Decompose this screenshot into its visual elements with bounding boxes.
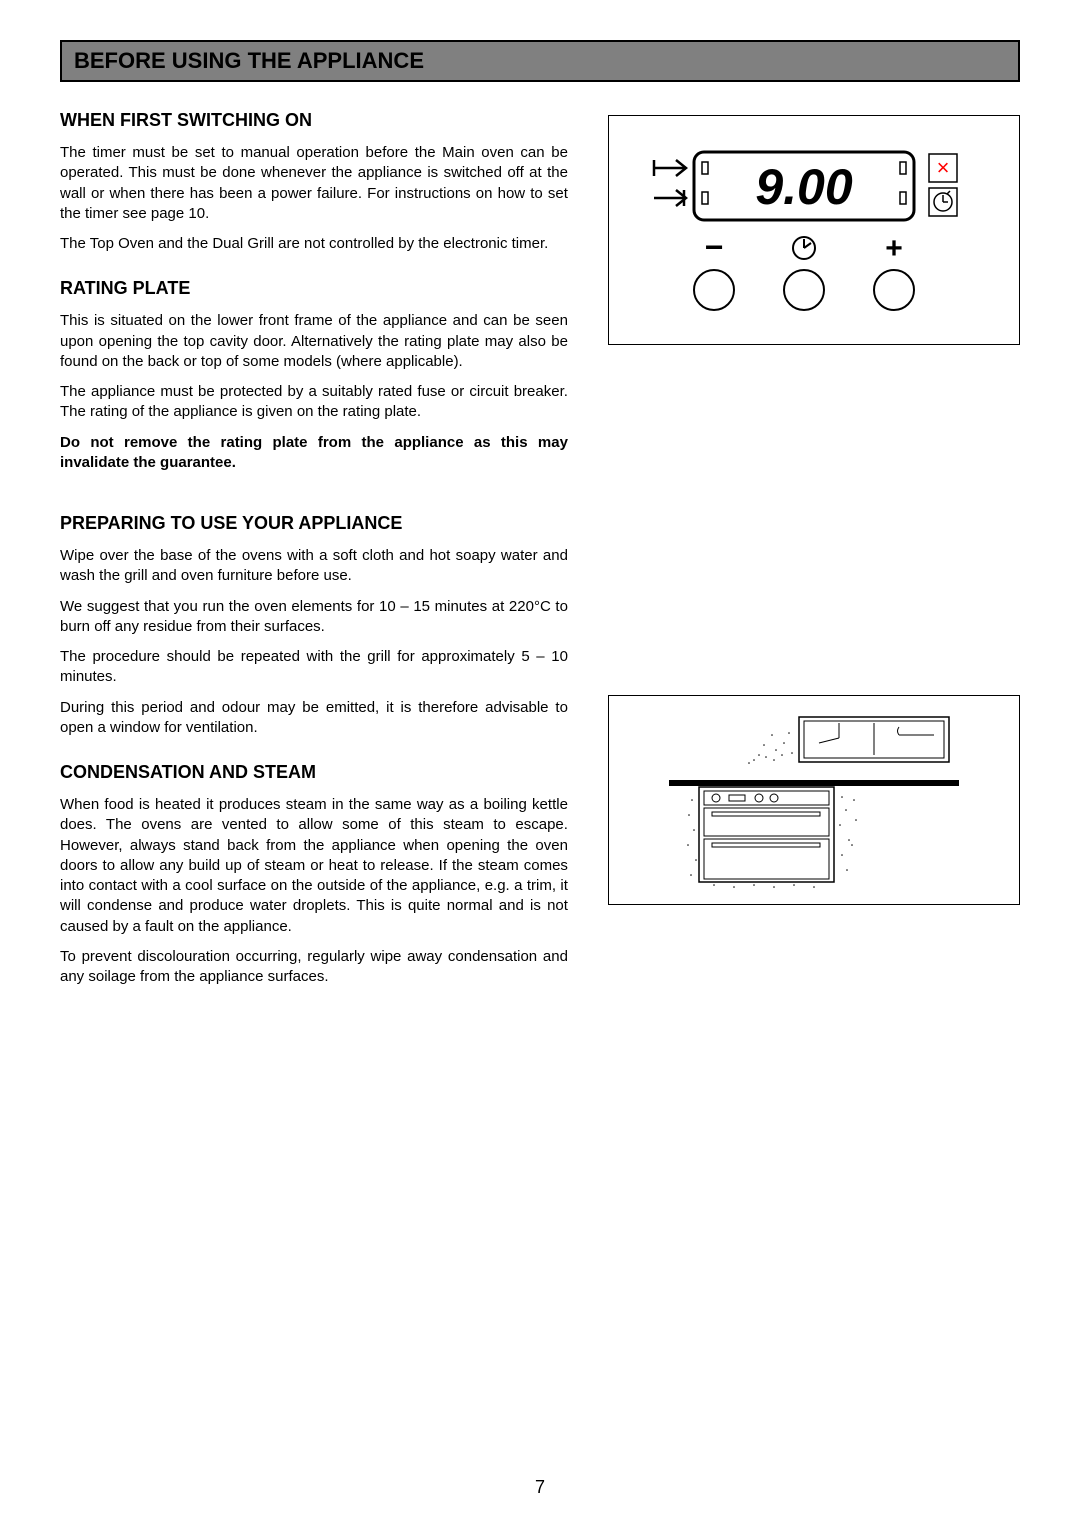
heading-switching-on: WHEN FIRST SWITCHING ON xyxy=(60,110,568,131)
paragraph: The procedure should be repeated with th… xyxy=(60,647,568,688)
plus-button xyxy=(874,270,914,310)
left-column: WHEN FIRST SWITCHING ON The timer must b… xyxy=(60,110,568,997)
paragraph: The appliance must be protected by a sui… xyxy=(60,382,568,423)
page-section-header: BEFORE USING THE APPLIANCE xyxy=(60,40,1020,82)
oven-svg xyxy=(644,705,984,895)
paragraph: During this period and odour may be emit… xyxy=(60,698,568,739)
paragraph: Wipe over the base of the ovens with a s… xyxy=(60,546,568,587)
heading-rating-plate: RATING PLATE xyxy=(60,278,568,299)
paragraph: The Top Oven and the Dual Grill are not … xyxy=(60,234,568,254)
paragraph: This is situated on the lower front fram… xyxy=(60,311,568,372)
paragraph: We suggest that you run the oven element… xyxy=(60,597,568,638)
paragraph-warning: Do not remove the rating plate from the … xyxy=(60,433,568,474)
minus-button xyxy=(694,270,734,310)
heading-preparing: PREPARING TO USE YOUR APPLIANCE xyxy=(60,513,568,534)
content-columns: WHEN FIRST SWITCHING ON The timer must b… xyxy=(60,110,1020,997)
page-number: 7 xyxy=(60,1477,1020,1498)
timer-svg: 9.00 × − + xyxy=(634,140,994,320)
plus-icon: + xyxy=(885,232,903,265)
timer-illustration: 9.00 × − + xyxy=(608,115,1020,345)
clock-button xyxy=(784,270,824,310)
paragraph: The timer must be set to manual operatio… xyxy=(60,143,568,224)
right-column: 9.00 × − + xyxy=(608,110,1020,997)
minus-icon: − xyxy=(705,229,724,265)
heading-condensation: CONDENSATION AND STEAM xyxy=(60,762,568,783)
paragraph: To prevent discolouration occurring, reg… xyxy=(60,947,568,988)
paragraph: When food is heated it produces steam in… xyxy=(60,795,568,937)
oven-illustration xyxy=(608,695,1020,905)
cancel-icon: × xyxy=(937,155,950,180)
timer-value: 9.00 xyxy=(755,159,853,215)
